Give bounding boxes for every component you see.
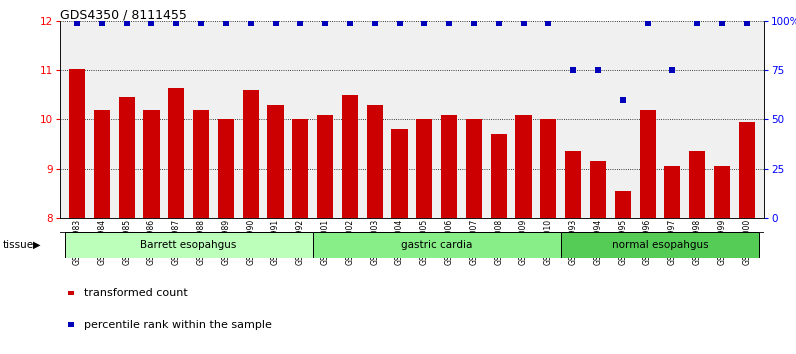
Point (716, 21, 728, 26)
Point (740, 21, 753, 26)
Bar (560, 232, 759, 258)
Bar (565, 152, 581, 218)
Point (666, 68, 679, 73)
Point (120, 21, 133, 26)
Text: gastric cardia: gastric cardia (401, 240, 472, 250)
Bar (341, 95, 358, 218)
Point (418, 21, 431, 26)
Bar (64, 232, 313, 258)
Point (294, 21, 306, 26)
Bar (94, 110, 110, 218)
Point (393, 21, 406, 26)
Point (244, 21, 257, 26)
Bar (292, 119, 308, 218)
Bar (615, 191, 631, 218)
Bar (714, 166, 730, 218)
Point (170, 21, 182, 26)
Bar (143, 110, 159, 218)
Bar (739, 122, 755, 218)
Point (71, 21, 84, 26)
Point (642, 21, 654, 26)
Bar (313, 232, 560, 258)
Bar (168, 87, 185, 218)
Point (369, 21, 381, 26)
Bar (317, 115, 334, 218)
Text: percentile rank within the sample: percentile rank within the sample (84, 320, 271, 330)
Point (318, 21, 331, 26)
Bar (367, 105, 383, 218)
Bar (490, 134, 507, 218)
Point (269, 21, 282, 26)
Point (96, 21, 108, 26)
Text: Barrett esopahgus: Barrett esopahgus (141, 240, 237, 250)
Bar (466, 119, 482, 218)
Bar (392, 129, 408, 218)
Text: tissue: tissue (2, 240, 33, 250)
Point (443, 21, 455, 26)
Bar (665, 166, 681, 218)
Text: GDS4350 / 8111455: GDS4350 / 8111455 (60, 9, 186, 22)
Point (542, 21, 555, 26)
Point (344, 21, 357, 26)
Point (517, 21, 530, 26)
Bar (416, 119, 432, 218)
Bar (193, 110, 209, 218)
Bar (590, 161, 606, 218)
Bar (69, 69, 85, 218)
Point (493, 21, 505, 26)
Text: normal esopahgus: normal esopahgus (611, 240, 708, 250)
Bar (689, 152, 705, 218)
Point (591, 68, 604, 73)
Point (567, 68, 579, 73)
Bar (267, 105, 283, 218)
Text: ▶: ▶ (33, 240, 41, 250)
Bar (243, 90, 259, 218)
Point (220, 21, 232, 26)
Point (467, 21, 480, 26)
Point (195, 21, 208, 26)
Bar (441, 115, 457, 218)
Bar (639, 110, 656, 218)
Point (691, 21, 704, 26)
Bar (540, 119, 556, 218)
Bar (218, 119, 234, 218)
Text: transformed count: transformed count (84, 288, 187, 298)
Point (616, 97, 629, 103)
Point (145, 21, 158, 26)
Bar (516, 115, 532, 218)
Bar (119, 97, 135, 218)
